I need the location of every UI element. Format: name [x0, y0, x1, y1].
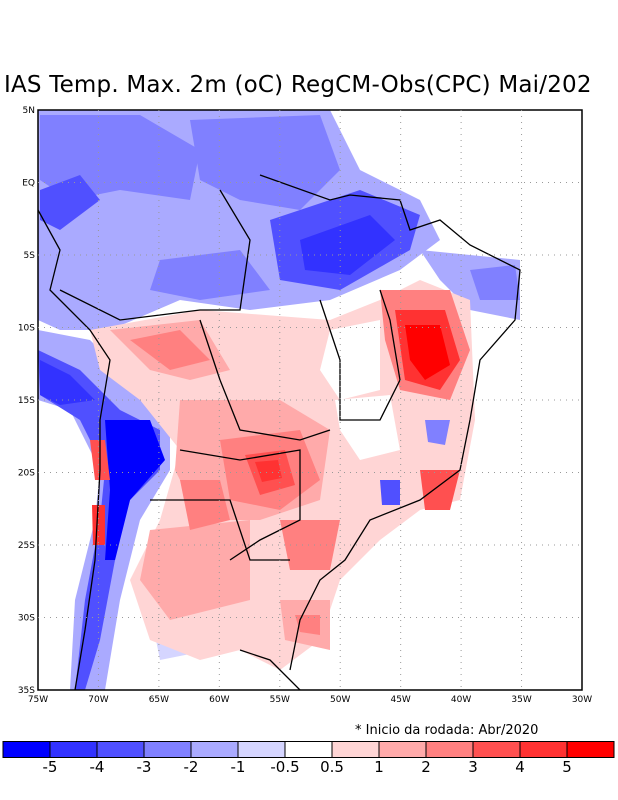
lat-tick-label: 15S	[18, 396, 35, 406]
lat-tick-label: 25S	[18, 541, 35, 551]
country-borders	[38, 174, 521, 690]
shaded-field	[38, 110, 582, 690]
colorbar-label: -0.5	[270, 758, 300, 776]
colorbar-label: 2	[421, 758, 431, 776]
lat-tick-label: 35S	[18, 686, 35, 696]
anomaly-map: 75W 70W 65W 60W 55W 50W 45W 40W 35W 30W 5N EQ 5S 10S 1…	[18, 106, 592, 705]
axis-ticks: 75W 70W 65W 60W 55W 50W 45W 40W 35W 30W 5N EQ 5S 10S 1…	[18, 106, 592, 705]
map-title: IAS Temp. Max. 2m (oC) RegCM-Obs(CPC) Ma…	[4, 72, 592, 98]
colorbar-label: 4	[515, 758, 525, 776]
lon-tick-label: 40W	[451, 695, 471, 705]
colorbar-label: 5	[562, 758, 572, 776]
lat-tick-label: 5S	[24, 251, 36, 261]
colorbar-swatch	[2, 741, 51, 758]
lon-tick-label: 55W	[270, 695, 290, 705]
colorbar-swatch	[378, 741, 427, 758]
colorbar-label: 3	[468, 758, 478, 776]
colorbar-swatch	[284, 741, 333, 758]
colorbar-label: 0.5	[320, 758, 344, 776]
colorbar-swatch	[425, 741, 474, 758]
lon-tick-label: 30W	[572, 695, 592, 705]
colorbar-label: -4	[89, 758, 105, 776]
run-start-note: * Inicio da rodada: Abr/2020	[355, 723, 539, 738]
colorbar-swatch	[96, 741, 145, 758]
colorbar-swatch	[237, 741, 286, 758]
lon-tick-label: 75W	[28, 695, 48, 705]
colorbar-swatch	[49, 741, 98, 758]
colorbar	[2, 741, 615, 758]
colorbar-swatch	[472, 741, 521, 758]
colorbar-label: -3	[136, 758, 152, 776]
lat-tick-label: 5N	[23, 106, 35, 116]
gridlines	[38, 110, 582, 690]
lon-tick-label: 45W	[390, 695, 410, 705]
lat-tick-label: 30S	[18, 614, 35, 624]
lat-tick-label: EQ	[22, 179, 35, 189]
colorbar-swatch	[566, 741, 615, 758]
lon-tick-label: 70W	[88, 695, 108, 705]
colorbar-swatch	[519, 741, 568, 758]
colorbar-swatch	[190, 741, 239, 758]
lon-tick-label: 35W	[511, 695, 531, 705]
lon-tick-label: 50W	[330, 695, 350, 705]
lon-tick-label: 65W	[149, 695, 169, 705]
lat-tick-label: 20S	[18, 469, 35, 479]
lat-tick-label: 10S	[18, 324, 35, 334]
colorbar-swatch	[331, 741, 380, 758]
colorbar-label: -2	[183, 758, 199, 776]
colorbar-label: -5	[42, 758, 58, 776]
colorbar-swatch	[143, 741, 192, 758]
lon-tick-label: 60W	[209, 695, 229, 705]
colorbar-label: 1	[374, 758, 384, 776]
colorbar-label: -1	[230, 758, 246, 776]
